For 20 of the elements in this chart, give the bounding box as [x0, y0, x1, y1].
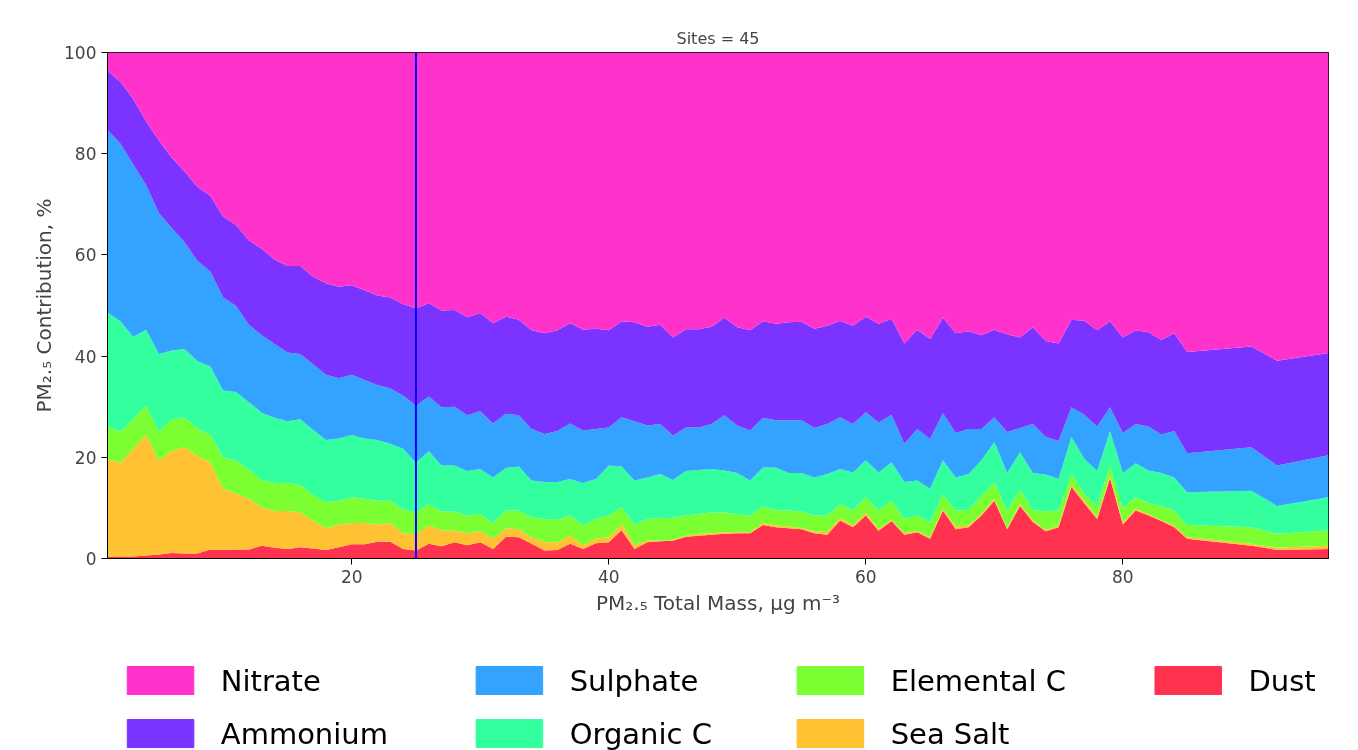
legend-label: Organic C [569, 716, 712, 750]
x-tick-label: 60 [854, 566, 877, 587]
legend-label: Ammonium [220, 716, 388, 750]
x-tick-label: 80 [1112, 566, 1134, 587]
y-tick-label: 20 [74, 447, 97, 468]
y-tick-label: 100 [64, 43, 97, 63]
x-tick-label: 20 [340, 566, 363, 587]
x-axis-title: PM₂.₅ Total Mass, μg m⁻³ [595, 590, 841, 615]
y-tick-label: 80 [74, 144, 97, 165]
legend-label: Nitrate [220, 663, 321, 698]
legend-label: Elemental C [890, 663, 1066, 698]
x-tick-label: 40 [597, 566, 620, 587]
y-tick-label: 60 [74, 245, 97, 266]
y-tick-label: 40 [74, 346, 97, 367]
chart-title: Sites = 45 [676, 28, 760, 48]
y-tick-label: 0 [85, 549, 97, 569]
legend-label: Dust [1248, 663, 1316, 698]
y-axis-title: PM₂.₅ Contribution, % [32, 198, 57, 413]
legend-label: Sea Salt [890, 716, 1010, 750]
legend-label: Sulphate [569, 663, 699, 698]
